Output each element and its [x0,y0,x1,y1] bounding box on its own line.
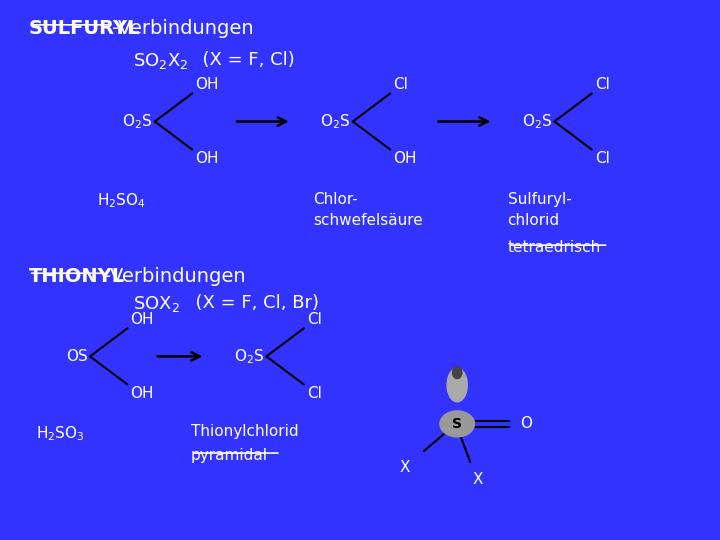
Text: OH: OH [130,386,154,401]
Text: OH: OH [195,77,219,92]
Text: THIONYL: THIONYL [29,267,125,286]
Text: (X = F, Cl, Br): (X = F, Cl, Br) [184,294,319,312]
Text: Cl: Cl [307,386,322,401]
Text: Thionylchlorid: Thionylchlorid [191,424,298,439]
Text: Cl: Cl [307,312,322,327]
Text: Sulfuryl-: Sulfuryl- [508,192,572,207]
Circle shape [440,411,474,437]
Text: (X = F, Cl): (X = F, Cl) [191,51,294,69]
Text: OH: OH [130,312,154,327]
Text: S: S [452,417,462,431]
Text: O$_2$S: O$_2$S [522,112,552,131]
Text: H$_2$SO$_4$: H$_2$SO$_4$ [97,192,146,211]
Text: -Verbindungen: -Verbindungen [112,19,253,38]
Text: schwefelsäure: schwefelsäure [313,213,423,228]
Ellipse shape [452,367,462,379]
Text: -Verbindungen: -Verbindungen [104,267,246,286]
Text: O$_2$S: O$_2$S [122,112,153,131]
Text: O$_2$S: O$_2$S [320,112,351,131]
Text: O: O [521,416,533,431]
Text: H$_2$SO$_3$: H$_2$SO$_3$ [36,424,84,443]
Text: X: X [399,460,410,475]
Text: Cl: Cl [595,77,610,92]
Text: OS: OS [66,349,88,364]
Text: OH: OH [195,151,219,166]
Text: SULFURYL: SULFURYL [29,19,140,38]
Text: X: X [473,472,484,488]
Text: O$_2$S: O$_2$S [234,347,264,366]
Text: Cl: Cl [595,151,610,166]
Text: Cl: Cl [393,77,408,92]
Ellipse shape [447,368,467,402]
Text: SOX$_2$: SOX$_2$ [133,294,180,314]
Text: chlorid: chlorid [508,213,559,228]
Text: SO$_2$X$_2$: SO$_2$X$_2$ [133,51,189,71]
Text: tetraedrisch: tetraedrisch [508,240,601,255]
Text: pyramidal: pyramidal [191,448,268,463]
Text: Chlor-: Chlor- [313,192,358,207]
Text: OH: OH [393,151,417,166]
